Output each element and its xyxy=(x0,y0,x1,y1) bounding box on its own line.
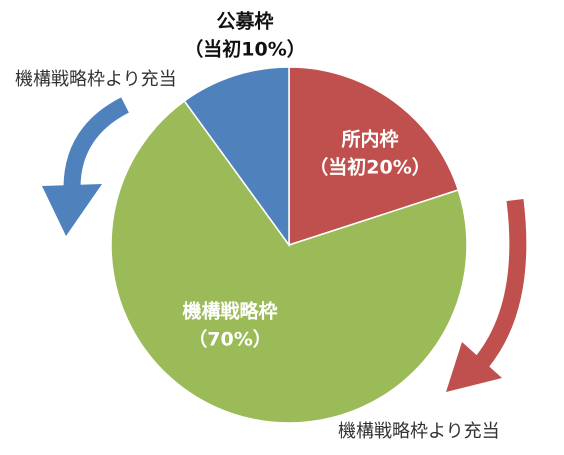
slice-label: 所内枠 xyxy=(341,128,398,151)
arrow-head xyxy=(446,342,502,392)
slice-value-label: （当初20%） xyxy=(309,156,430,179)
pie-slice xyxy=(288,66,460,247)
pie-slice xyxy=(183,66,290,248)
slice-value-label: （70%） xyxy=(188,328,271,351)
slice-label: 機構戦略枠 xyxy=(182,300,277,323)
slice-label: 公募枠 xyxy=(216,10,273,33)
pie-slice xyxy=(110,99,468,424)
arrow-head xyxy=(42,184,102,236)
annotation: 機構戦略枠より充当 xyxy=(15,69,177,90)
annotation: 機構戦略枠より充当 xyxy=(338,421,500,442)
arrow xyxy=(63,97,130,189)
slice-value-label: （当初10%） xyxy=(184,38,305,61)
arrow xyxy=(475,198,527,368)
